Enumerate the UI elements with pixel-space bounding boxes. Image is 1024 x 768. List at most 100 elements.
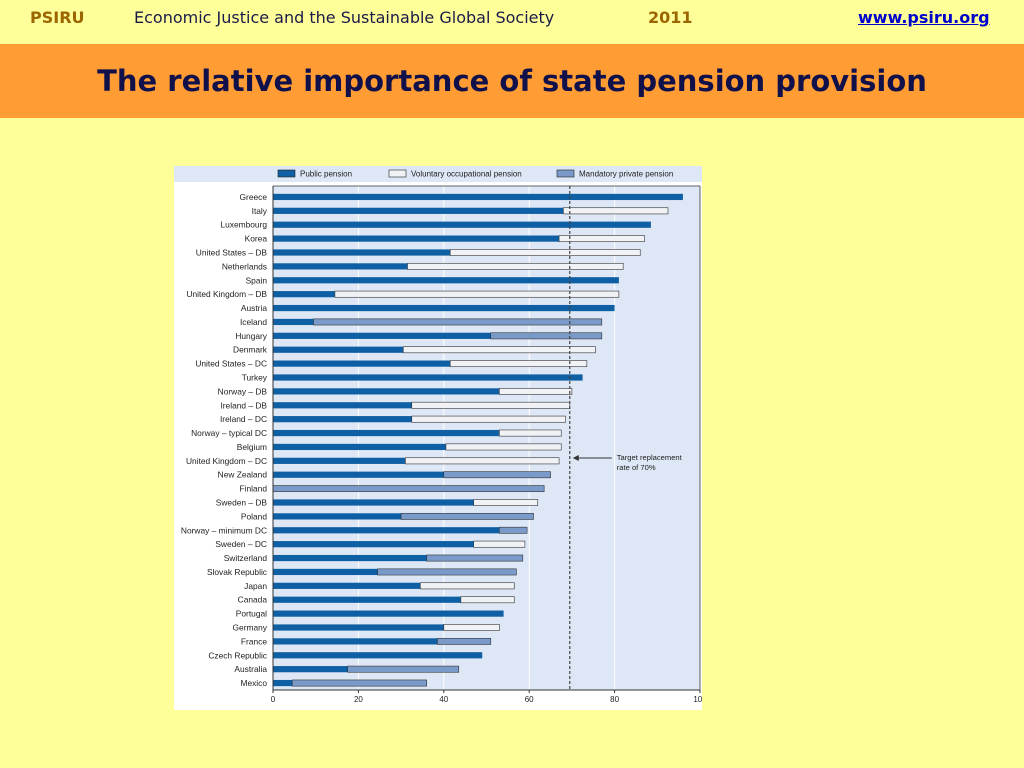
legend-swatch-1 (388, 169, 407, 178)
category-label-6: Spain (246, 275, 268, 285)
category-label-5: Netherlands (222, 261, 267, 271)
bar-0-30 (273, 610, 504, 617)
category-label-9: Iceland (240, 317, 267, 327)
bar-1-3 (558, 235, 645, 243)
category-label-26: Switzerland (224, 553, 268, 563)
bar-1-19 (405, 457, 560, 465)
bar-1-12 (449, 360, 588, 368)
bar-0-0 (273, 193, 683, 201)
category-label-29: Canada (238, 595, 268, 605)
category-label-23: Poland (241, 511, 267, 521)
category-label-10: Hungary (235, 331, 267, 341)
category-label-16: Ireland – DC (220, 414, 267, 424)
bar-1-28 (420, 582, 515, 590)
bar-1-29 (460, 596, 515, 604)
annotation-arrow-head (572, 455, 579, 461)
legend-swatch-0 (277, 169, 296, 178)
x-tick-label-1: 20 (354, 695, 363, 704)
bar-0-24 (273, 527, 500, 534)
slide-header: PSIRU Economic Justice and the Sustainab… (0, 0, 1024, 44)
x-tick-label-0: 0 (271, 695, 276, 704)
bar-2-10 (490, 332, 603, 340)
brand-label: PSIRU (30, 8, 85, 27)
category-label-15: Ireland – DB (220, 400, 267, 410)
x-tick-label-2: 40 (439, 695, 448, 704)
annotation-text-1: rate of 70% (617, 463, 656, 472)
bar-2-23 (400, 512, 534, 520)
category-label-21: Finland (240, 484, 268, 494)
bar-0-26 (273, 554, 427, 562)
annotation-text-0: Target replacement (617, 453, 683, 462)
category-label-3: Korea (245, 234, 268, 244)
bar-0-14 (273, 388, 500, 395)
category-label-32: France (241, 636, 267, 646)
category-label-19: United Kingdom – DC (186, 456, 267, 466)
bar-0-20 (273, 471, 444, 478)
category-label-14: Norway – DB (218, 386, 268, 396)
bar-2-32 (437, 637, 492, 645)
bar-0-19 (273, 457, 406, 464)
bar-1-22 (473, 499, 539, 506)
category-label-25: Sweden – DC (215, 539, 267, 549)
category-label-34: Australia (234, 664, 267, 674)
bar-0-7 (273, 291, 335, 298)
category-label-0: Greece (240, 192, 268, 202)
bar-0-28 (273, 582, 421, 589)
bar-0-12 (273, 360, 451, 367)
category-label-1: Italy (252, 206, 268, 216)
x-tick-label-4: 80 (610, 695, 619, 704)
bar-2-26 (426, 554, 524, 562)
category-label-11: Denmark (233, 345, 268, 355)
bar-0-4 (273, 249, 451, 256)
bar-1-14 (499, 387, 573, 395)
bar-0-29 (273, 596, 461, 603)
bar-2-27 (377, 568, 517, 576)
category-label-20: New Zealand (218, 470, 268, 480)
bar-1-1 (563, 207, 669, 215)
bar-0-8 (273, 304, 615, 312)
category-label-17: Norway – typical DC (191, 428, 267, 438)
plot-background (273, 186, 700, 690)
bar-0-11 (273, 346, 404, 353)
bar-0-33 (273, 652, 483, 659)
bar-2-20 (443, 471, 551, 479)
bar-1-15 (411, 401, 571, 409)
bar-0-5 (273, 263, 408, 270)
category-label-24: Norway – minimum DC (181, 525, 267, 535)
bar-1-31 (443, 624, 500, 631)
bar-0-9 (273, 318, 314, 326)
category-label-22: Sweden – DB (216, 498, 268, 508)
bar-1-17 (499, 429, 562, 437)
bar-0-1 (273, 207, 564, 214)
bar-0-27 (273, 568, 378, 576)
legend-label-2: Mandatory private pension (579, 170, 673, 179)
bar-0-17 (273, 429, 500, 437)
category-label-2: Luxembourg (220, 220, 267, 230)
bar-0-3 (273, 235, 560, 242)
bar-0-13 (273, 374, 583, 381)
bar-0-16 (273, 416, 412, 423)
category-label-30: Portugal (236, 609, 267, 619)
bar-0-6 (273, 277, 619, 284)
bar-1-25 (473, 540, 526, 548)
category-label-12: United States – DC (195, 359, 267, 369)
bar-2-21 (272, 485, 545, 493)
year-label: 2011 (648, 8, 693, 27)
bar-1-18 (445, 443, 562, 451)
bar-0-25 (273, 541, 474, 548)
category-label-7: United Kingdom – DB (186, 289, 267, 299)
category-label-4: United States – DB (196, 248, 268, 258)
bar-0-18 (273, 443, 446, 451)
category-label-27: Slovak Republic (207, 567, 267, 577)
bar-1-5 (407, 262, 624, 270)
bar-0-32 (273, 638, 438, 645)
bar-0-2 (273, 221, 651, 228)
category-label-18: Belgium (237, 442, 267, 452)
pension-chart: Public pension Voluntary occupational pen… (174, 166, 702, 710)
website-link[interactable]: www.psiru.org (858, 8, 990, 27)
bar-2-24 (499, 526, 528, 534)
bar-0-10 (273, 332, 491, 339)
bar-0-15 (273, 402, 412, 409)
legend-label-0: Public pension (300, 170, 352, 179)
category-label-13: Turkey (242, 373, 268, 383)
